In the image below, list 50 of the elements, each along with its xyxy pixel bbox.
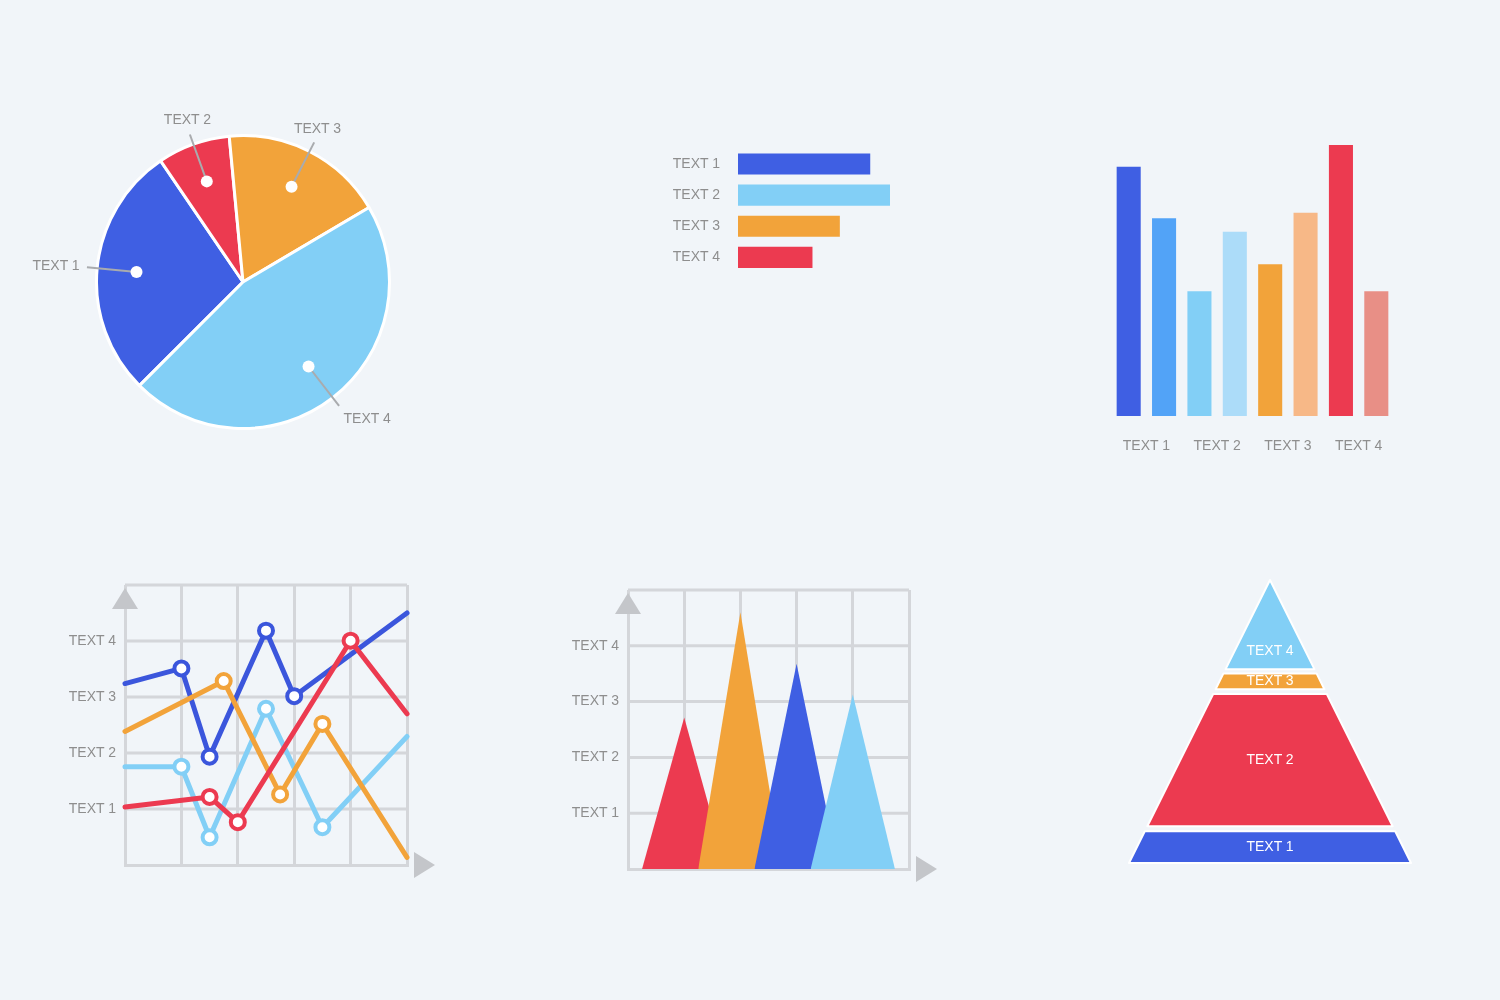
bar	[1116, 166, 1141, 416]
y-tick-label: TEXT 1	[672, 154, 721, 171]
x-tick-label: TEXT 4	[1335, 437, 1383, 454]
x-tick-label: TEXT 2	[1193, 437, 1241, 454]
bar	[738, 184, 890, 206]
text: TEXT 1	[571, 804, 620, 821]
bar	[1328, 145, 1353, 416]
point	[257, 699, 275, 718]
bar	[1364, 291, 1389, 416]
y-tick-label: TEXT 3	[672, 217, 721, 234]
bar	[1152, 218, 1177, 416]
point	[200, 747, 219, 766]
bar	[1293, 212, 1318, 416]
point	[271, 785, 290, 804]
slice-label: TEXT 4	[343, 409, 391, 426]
text: TEXT 2	[571, 748, 620, 765]
slice-label: TEXT 1	[32, 257, 80, 274]
category-label: TEXT 2	[1246, 750, 1294, 767]
bar	[1187, 291, 1212, 416]
text: TEXT 4	[68, 631, 117, 648]
text: TEXT 2	[68, 743, 117, 760]
point	[200, 828, 219, 847]
bar	[738, 215, 840, 237]
category-label: TEXT 3	[1246, 672, 1294, 689]
bar	[738, 153, 871, 175]
category-label: TEXT 4	[1246, 642, 1294, 659]
point	[313, 818, 332, 837]
category-label: TEXT 1	[1246, 838, 1294, 855]
point	[341, 631, 360, 650]
point	[172, 659, 191, 678]
x-tick-label: TEXT 1	[1122, 437, 1171, 454]
bar	[738, 246, 813, 269]
x-tick-label: TEXT 3	[1264, 437, 1312, 454]
point	[214, 672, 233, 691]
point	[200, 787, 219, 806]
point	[257, 621, 275, 640]
bar	[1258, 264, 1283, 416]
slice-label: TEXT 2	[163, 111, 212, 128]
text: TEXT 1	[68, 799, 117, 816]
text: TEXT 3	[571, 692, 620, 709]
y-tick-label: TEXT 4	[672, 248, 721, 265]
point	[313, 714, 332, 733]
y-tick-label: TEXT 2	[672, 185, 721, 202]
slice-label: TEXT 3	[293, 119, 342, 136]
point	[285, 687, 304, 706]
point	[228, 813, 247, 832]
bar	[1222, 231, 1247, 416]
point	[172, 757, 191, 776]
text: TEXT 4	[571, 636, 620, 653]
text: TEXT 3	[68, 687, 117, 704]
